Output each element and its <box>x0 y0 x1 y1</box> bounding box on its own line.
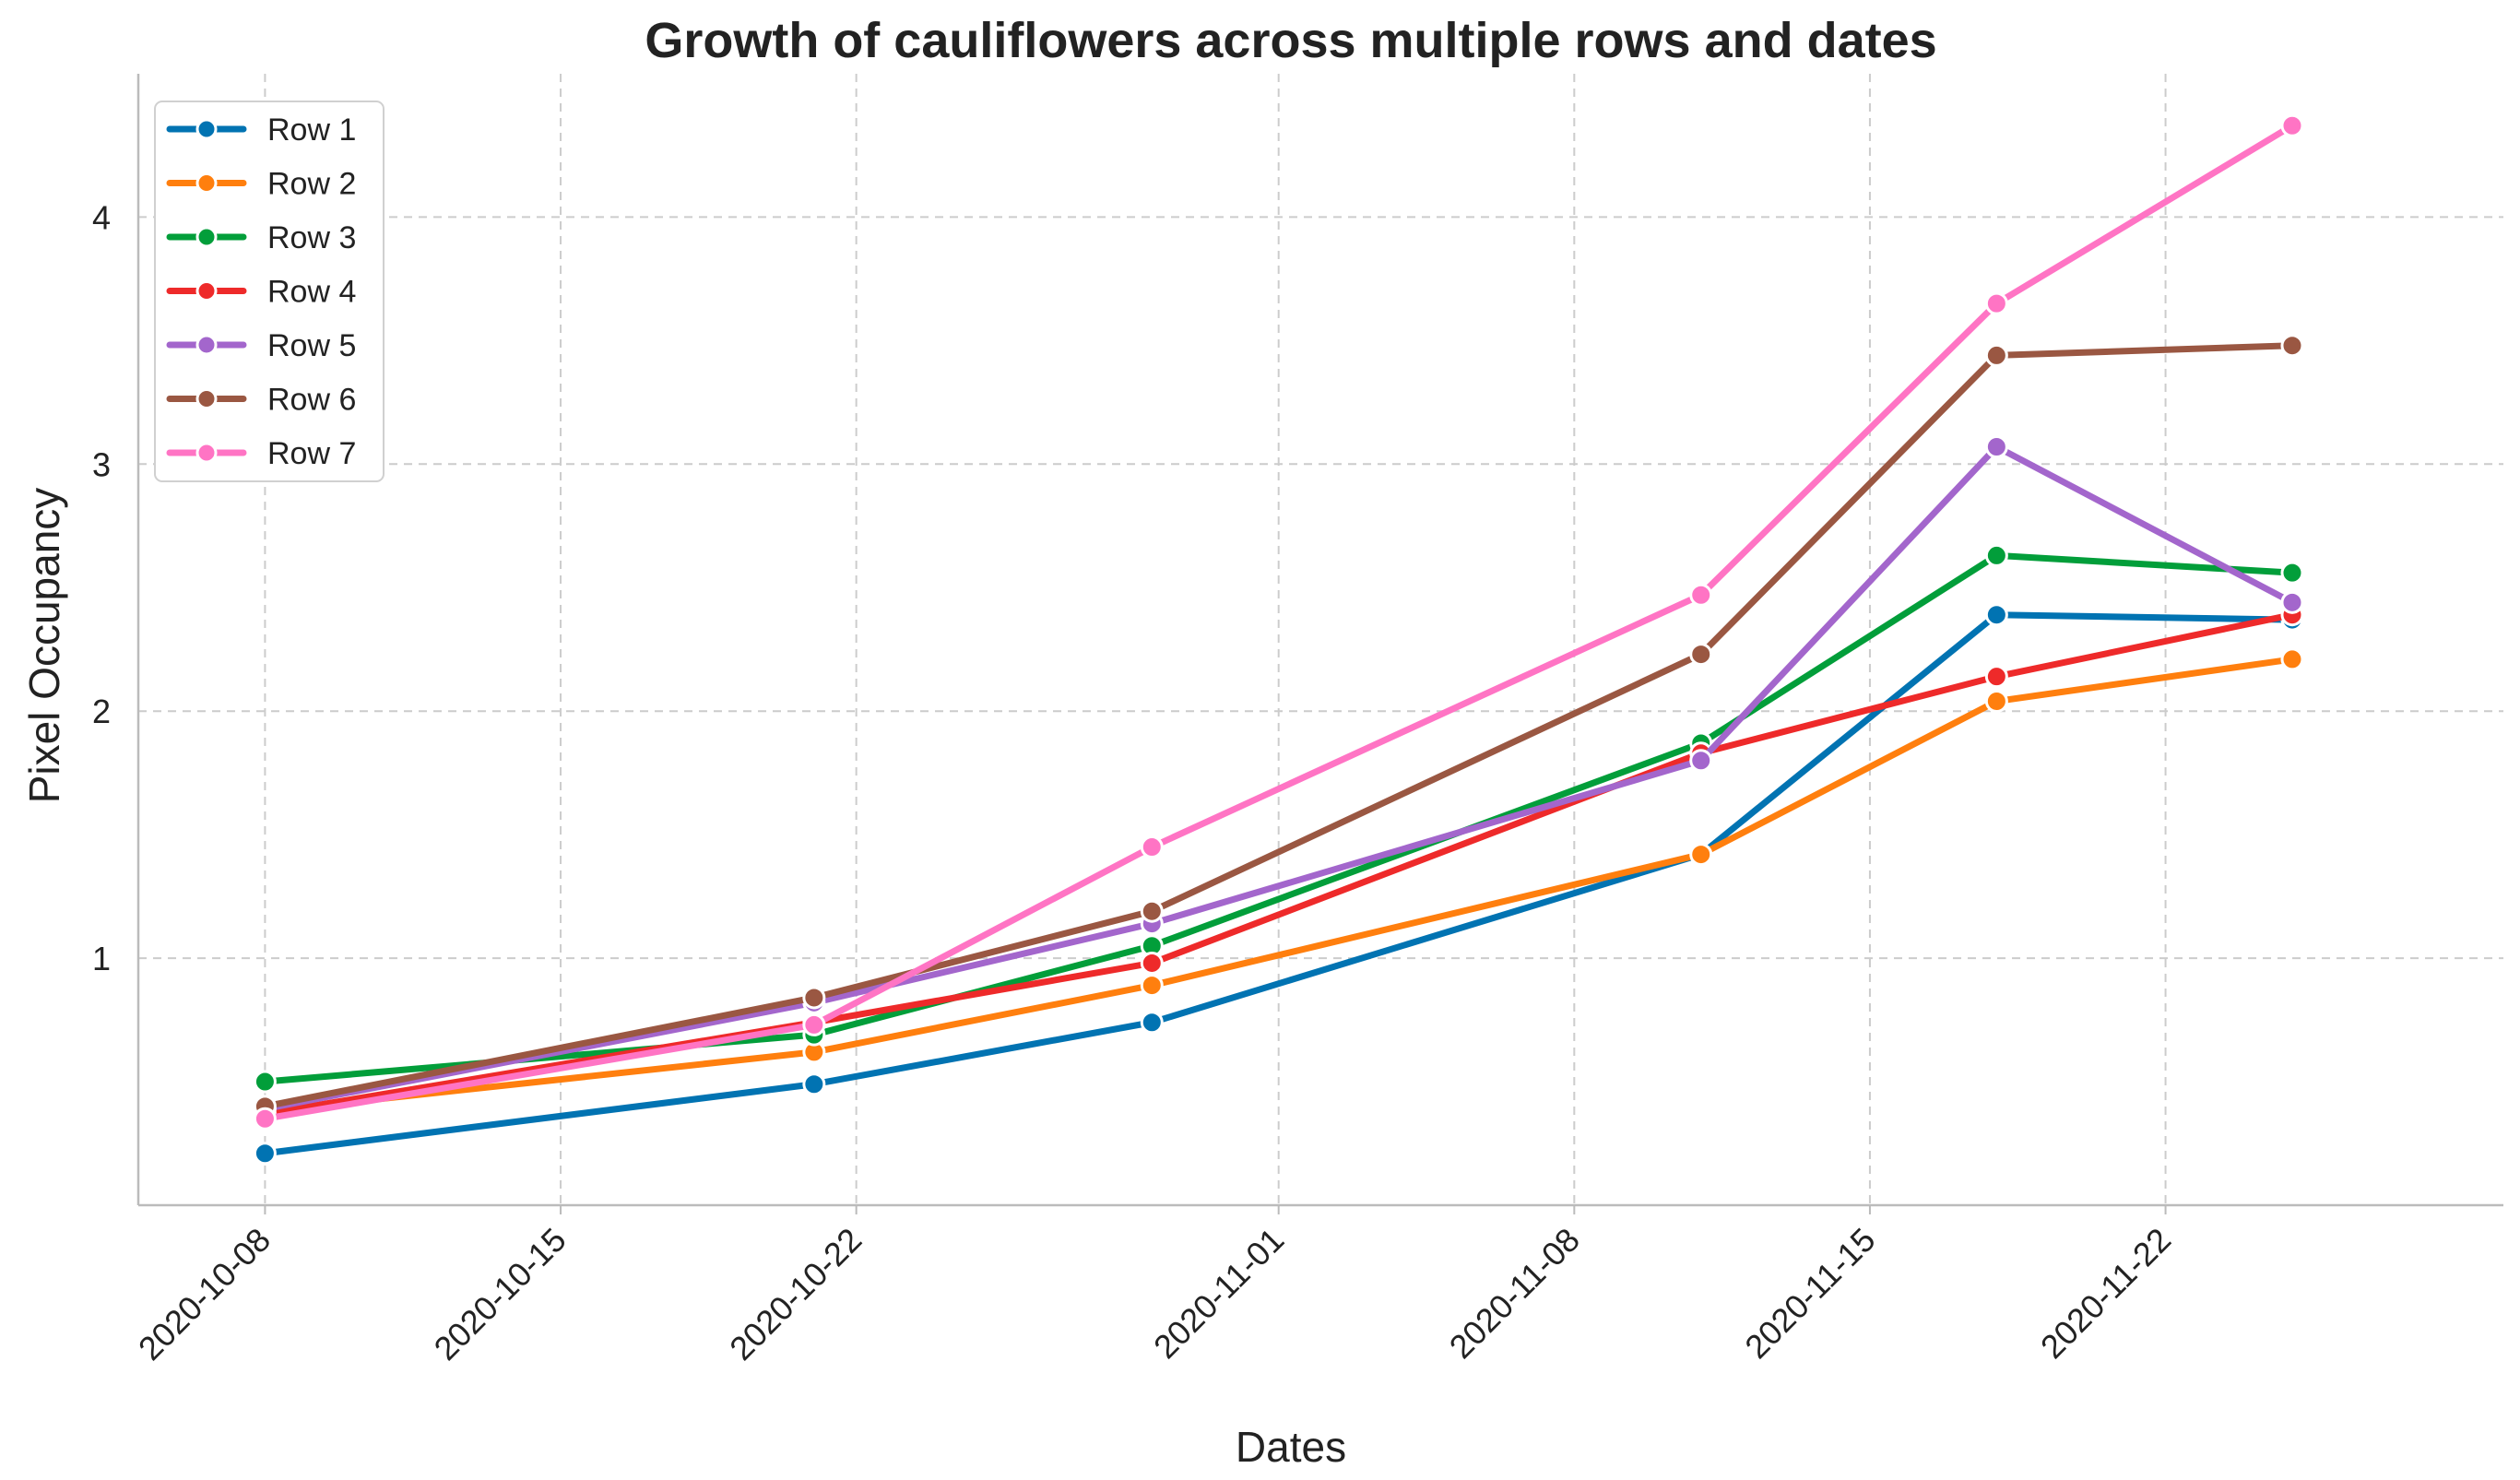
data-point[interactable] <box>2280 647 2304 671</box>
legend-label: Row 4 <box>267 275 356 310</box>
legend-item[interactable]: Row 1 <box>166 112 356 148</box>
data-point[interactable] <box>802 986 826 1010</box>
series-row-2 <box>253 647 2304 1123</box>
legend-item[interactable]: Row 2 <box>166 167 356 202</box>
legend-marker <box>195 442 218 464</box>
data-point[interactable] <box>253 1107 277 1131</box>
data-point[interactable] <box>253 1142 277 1166</box>
data-point[interactable] <box>1984 665 2008 689</box>
legend-item[interactable]: Row 5 <box>166 328 356 363</box>
x-tick-label: 2020-11-15 <box>1737 1221 1882 1366</box>
data-point[interactable] <box>2280 113 2304 137</box>
data-point[interactable] <box>1140 974 1164 998</box>
y-tick-label: 2 <box>92 693 111 730</box>
legend-label: Row 2 <box>267 167 356 202</box>
legend-label: Row 5 <box>267 328 356 363</box>
series-line <box>261 444 2296 1113</box>
legend-item[interactable]: Row 3 <box>166 220 356 255</box>
data-point[interactable] <box>2280 334 2304 358</box>
data-point[interactable] <box>1689 583 1713 607</box>
data-point[interactable] <box>1984 603 2008 627</box>
y-tick-label: 1 <box>92 940 111 977</box>
x-tick-label: 2020-10-22 <box>722 1221 869 1368</box>
data-point[interactable] <box>1140 835 1164 859</box>
legend-box <box>154 101 385 482</box>
data-point[interactable] <box>1984 291 2008 315</box>
data-point[interactable] <box>1689 749 1713 773</box>
data-point[interactable] <box>1984 435 2008 459</box>
data-point[interactable] <box>1140 1011 1164 1035</box>
y-tick-label: 4 <box>92 198 111 236</box>
data-point[interactable] <box>1984 343 2008 367</box>
data-point[interactable] <box>802 1012 826 1036</box>
x-tick-label: 2020-11-22 <box>2033 1221 2178 1366</box>
series-line <box>261 611 2296 1157</box>
data-point[interactable] <box>2280 590 2304 614</box>
x-tick-label: 2020-11-08 <box>1442 1221 1587 1366</box>
series-line <box>261 342 2296 1110</box>
data-point[interactable] <box>802 1072 826 1096</box>
x-tick-label: 2020-11-01 <box>1146 1221 1291 1366</box>
series-line <box>261 656 2296 1115</box>
legend[interactable]: Row 1 Row 2 Row 3 Row 4 Row 5 Row 6 Row 7 <box>154 101 385 482</box>
x-axis-label: Dates <box>1236 1423 1346 1471</box>
legend-label: Row 7 <box>267 436 356 471</box>
data-point[interactable] <box>1140 951 1164 975</box>
data-point[interactable] <box>2280 561 2304 585</box>
legend-item[interactable]: Row 6 <box>166 383 356 418</box>
grid <box>138 74 2503 1205</box>
y-tick-label: 3 <box>92 445 111 483</box>
series-line <box>261 122 2296 1122</box>
legend-marker <box>195 118 218 140</box>
legend-marker <box>195 226 218 248</box>
x-tick-label: 2020-10-15 <box>426 1221 573 1368</box>
tick-labels: 2020-10-08 2020-10-15 2020-10-22 2020-11-01… <box>92 198 2178 1367</box>
series <box>253 113 2304 1166</box>
data-point[interactable] <box>1689 843 1713 867</box>
legend-label: Row 3 <box>267 220 356 255</box>
data-point[interactable] <box>1140 899 1164 923</box>
legend-marker <box>195 280 218 302</box>
legend-marker <box>195 334 218 356</box>
data-point[interactable] <box>1984 543 2008 567</box>
legend-label: Row 1 <box>267 112 356 148</box>
legend-label: Row 6 <box>267 383 356 418</box>
data-point[interactable] <box>1689 643 1713 667</box>
x-tick-label: 2020-10-08 <box>131 1221 278 1368</box>
series-row-7 <box>253 113 2304 1131</box>
data-point[interactable] <box>1984 689 2008 713</box>
legend-marker <box>195 172 218 194</box>
chart-title: Growth of cauliflowers across multiple r… <box>645 13 1936 68</box>
legend-item[interactable]: Row 7 <box>166 436 356 471</box>
legend-marker <box>195 388 218 409</box>
legend-item[interactable]: Row 4 <box>166 275 356 310</box>
data-point[interactable] <box>253 1070 277 1094</box>
series-row-6 <box>253 334 2304 1119</box>
y-axis-label: Pixel Occupancy <box>20 488 68 804</box>
